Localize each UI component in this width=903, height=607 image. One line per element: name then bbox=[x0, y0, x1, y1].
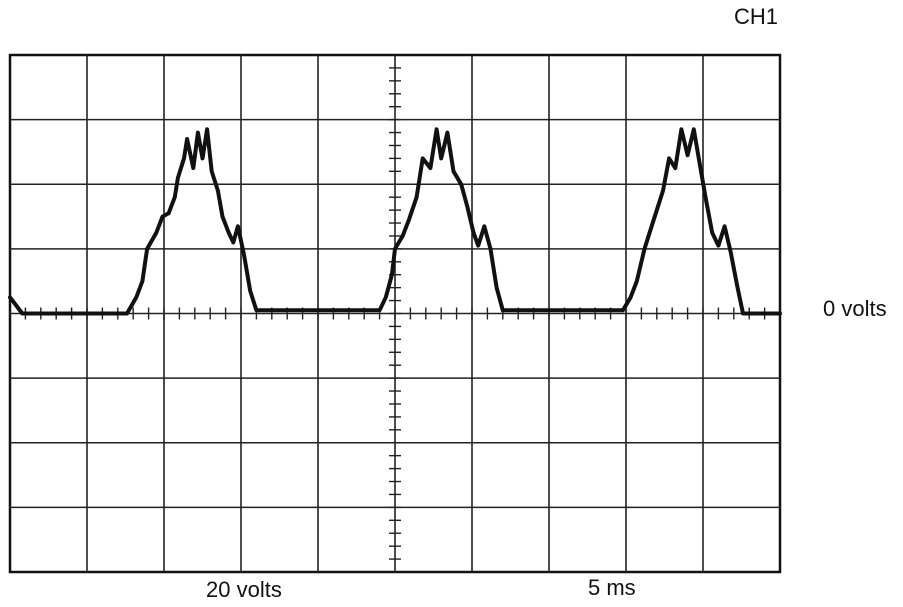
volts-per-division-label: 20 volts bbox=[206, 577, 282, 602]
zero-volts-label: 0 volts bbox=[823, 296, 887, 321]
signal-trace bbox=[8, 127, 782, 316]
channel-label: CH1 bbox=[734, 4, 779, 29]
time-per-division-label: 5 ms bbox=[588, 575, 636, 600]
